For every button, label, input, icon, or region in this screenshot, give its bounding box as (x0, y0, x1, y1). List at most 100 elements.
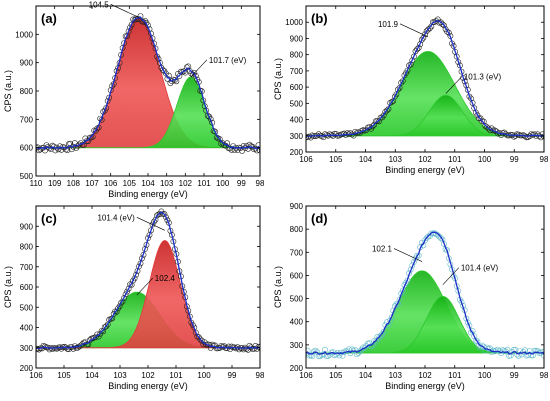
data-point (207, 344, 214, 351)
y-tick-label: 400 (20, 324, 34, 333)
y-tick-label: 400 (290, 318, 304, 327)
data-point (398, 79, 405, 86)
data-point (113, 68, 120, 74)
panel-label: (b) (311, 11, 328, 26)
panel-d: 106 105 104 103 102 101 100 99 98 200 300 400 500 600… (273, 202, 549, 391)
y-tick-label: 700 (20, 263, 34, 272)
x-tick-label: 110 (30, 179, 43, 188)
data-point (183, 64, 190, 71)
data-point (437, 19, 444, 26)
y-tick-label: 400 (290, 116, 304, 125)
data-point (458, 68, 465, 75)
x-tick-label: 101 (197, 179, 211, 188)
data-point (116, 303, 123, 310)
x-tick-label: 103 (113, 371, 127, 380)
data-point (121, 295, 127, 301)
data-point (515, 131, 522, 138)
peak-annotation: 101.4 (eV) (461, 264, 499, 273)
data-point (89, 335, 96, 342)
x-tick-label: 106 (299, 371, 313, 380)
data-point (103, 323, 110, 330)
data-point (86, 337, 93, 344)
data-point (428, 23, 435, 30)
data-point (197, 336, 204, 343)
data-point (490, 127, 497, 134)
data-point (341, 130, 347, 137)
data-point (436, 233, 443, 240)
data-point (541, 352, 544, 359)
data-point (176, 73, 183, 79)
x-tick-label: 98 (256, 179, 265, 188)
peak-annotation: 101.9 (378, 20, 399, 29)
data-point (423, 235, 430, 241)
data-point (507, 352, 514, 359)
data-point (330, 349, 336, 356)
data-point (151, 218, 157, 225)
data-point (469, 100, 476, 106)
data-point (425, 26, 432, 33)
annotation-leader (393, 248, 423, 262)
data-point (142, 246, 148, 252)
y-axis-label: CPS (a.u.) (3, 70, 13, 112)
y-tick-label: 1000 (285, 18, 303, 27)
panel-a: 110 109 108 107 106 105 104 103 102 101 100 99 98 500… (3, 0, 265, 199)
data-point (525, 134, 531, 140)
x-tick-label: 106 (104, 179, 118, 188)
data-point (37, 146, 44, 153)
x-tick-label: 99 (228, 371, 237, 380)
data-point (369, 123, 376, 130)
data-point (221, 343, 228, 350)
y-tick-label: 600 (20, 144, 34, 153)
data-point (125, 285, 132, 292)
data-point (380, 112, 387, 119)
data-point (525, 351, 531, 358)
data-point (499, 347, 506, 354)
peak-annotation: 102.1 (372, 245, 393, 254)
x-tick-label: 105 (329, 371, 343, 380)
data-point (426, 25, 433, 32)
data-point (192, 329, 199, 336)
data-point (115, 305, 121, 312)
data-point (159, 67, 166, 73)
data-point (54, 345, 60, 352)
data-point (434, 232, 441, 238)
data-point (49, 346, 56, 352)
data-point (409, 57, 416, 64)
data-point (355, 350, 362, 356)
data-point (380, 328, 387, 335)
x-tick-label: 102 (418, 371, 432, 380)
data-point (63, 146, 69, 153)
x-tick-label: 101 (448, 155, 462, 164)
data-point (73, 144, 80, 151)
x-tick-label: 100 (216, 179, 230, 188)
data-point (136, 263, 142, 270)
data-point (520, 348, 527, 355)
x-axis-label: Binding energy (eV) (385, 381, 465, 391)
data-point (333, 131, 339, 137)
data-point (383, 107, 390, 114)
data-point (534, 348, 541, 354)
data-point (191, 70, 198, 76)
data-point (58, 345, 65, 352)
peak-annotation: 104.5 (89, 0, 110, 9)
data-point (368, 343, 374, 350)
data-point (387, 317, 393, 324)
data-point (379, 331, 386, 338)
x-tick-label: 99 (510, 371, 519, 380)
data-point (461, 78, 468, 85)
data-point (361, 344, 368, 351)
data-point (466, 93, 473, 100)
data-point (371, 121, 378, 128)
data-point (139, 255, 145, 262)
annotation-leader (136, 277, 154, 296)
y-tick-label: 700 (290, 248, 304, 257)
y-tick-label: 200 (290, 364, 304, 373)
data-point (441, 22, 447, 29)
panel-b: 106 105 104 103 102 101 100 99 98 200 300 400 500 600… (273, 5, 549, 175)
data-point (322, 131, 328, 138)
data-point (94, 125, 101, 132)
panel-label: (c) (41, 211, 57, 226)
data-point (414, 252, 420, 259)
x-tick-label: 105 (57, 371, 71, 380)
